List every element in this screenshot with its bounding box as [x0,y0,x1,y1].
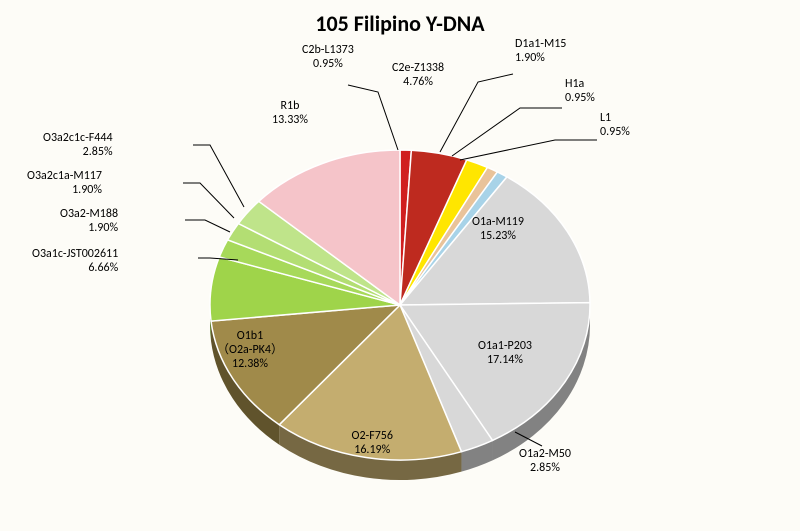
slice-percent: 13.33% [272,114,308,128]
slice-percent: 0.95% [600,126,630,140]
slice-percent: 6.66% [32,262,118,276]
slice-name: R1b [272,100,308,114]
slice-label: O3a1c-JST0026116.66% [32,248,118,276]
slice-label: O3a2-M1881.90% [60,208,118,236]
slice-name: O3a2c1c-F444 [43,132,113,146]
slice-label: O1b1（O2a-PK4）12.38% [217,330,283,371]
slice-name: O1a2-M50 [519,448,571,462]
slice-percent: 12.38% [217,358,283,372]
slice-name: D1a1-M15 [515,38,566,52]
slice-name: O1a1-P203 [478,340,532,354]
slice-name: C2e-Z1338 [392,62,444,76]
slice-percent: 2.85% [43,146,113,160]
slice-percent: 0.95% [302,58,354,72]
slice-name: O1a-M119 [472,216,524,230]
slice-label: L10.95% [600,112,630,140]
slice-name: O3a2-M188 [60,208,118,222]
slice-name: O1b1（O2a-PK4） [217,330,283,358]
slice-label: H1a0.95% [565,78,595,106]
slice-percent: 2.85% [519,462,571,476]
slice-name: O2-F756 [352,430,393,444]
slice-label: O1a1-P20317.14% [478,340,532,368]
slice-label: O1a2-M502.85% [519,448,571,476]
slice-percent: 4.76% [392,76,444,90]
slice-name: C2b-L1373 [302,44,354,58]
slice-percent: 15.23% [472,230,524,244]
slice-label: R1b13.33% [272,100,308,128]
slice-name: H1a [565,78,595,92]
slice-percent: 0.95% [565,92,595,106]
slice-label: D1a1-M151.90% [515,38,566,66]
slice-percent: 1.90% [515,52,566,66]
slice-name: O3a1c-JST002611 [32,248,118,262]
pie-chart: 105 Filipino Y-DNA C2b-L13730.95%C2e-Z13… [0,0,800,531]
slice-label: O2-F75616.19% [352,430,393,458]
slice-name: L1 [600,112,630,126]
slice-percent: 1.90% [60,222,118,236]
slice-name: O3a2c1a-M117 [27,170,102,184]
slice-label: O1a-M11915.23% [472,216,524,244]
slice-label: C2e-Z13384.76% [392,62,444,90]
slice-percent: 1.90% [27,184,102,198]
slice-percent: 17.14% [478,354,532,368]
slice-percent: 16.19% [352,444,393,458]
slice-label: O3a2c1a-M1171.90% [27,170,102,198]
slice-label: C2b-L13730.95% [302,44,354,72]
slice-label: O3a2c1c-F4442.85% [43,132,113,160]
